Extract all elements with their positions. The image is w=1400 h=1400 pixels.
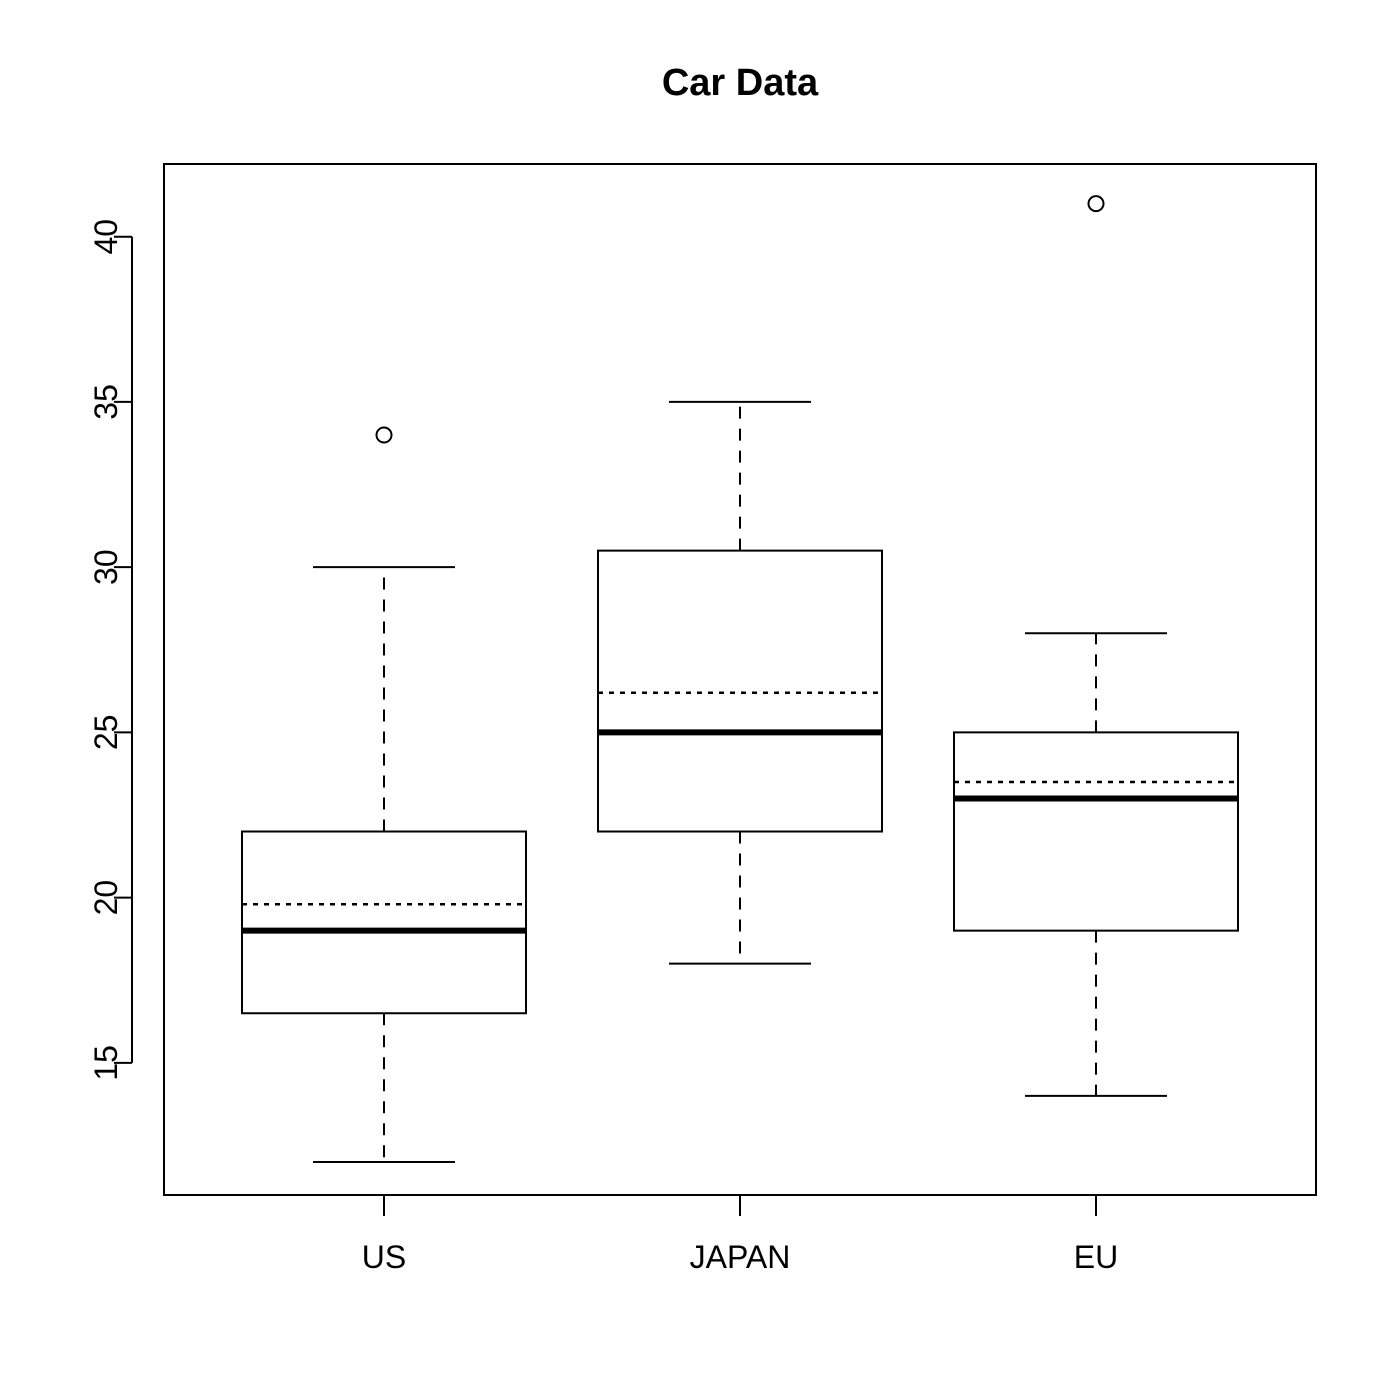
interquartile-box <box>953 731 1239 932</box>
outlier-point <box>1087 195 1105 213</box>
x-tick-label: JAPAN <box>690 1239 791 1275</box>
interquartile-box <box>597 549 883 833</box>
box-japan <box>597 400 883 965</box>
box-eu <box>953 195 1239 1097</box>
x-tick-label: EU <box>1074 1239 1118 1275</box>
y-tick-label: 15 <box>88 1045 124 1081</box>
y-tick-label: 40 <box>88 219 124 255</box>
x-axis: US JAPAN EU <box>362 1195 1118 1275</box>
x-tick-label: US <box>362 1239 406 1275</box>
y-tick-label: 35 <box>88 384 124 420</box>
outlier-point <box>375 426 393 444</box>
y-tick-label: 30 <box>88 549 124 585</box>
y-tick-label: 20 <box>88 880 124 916</box>
box-series <box>241 195 1239 1163</box>
interquartile-box <box>241 830 527 1015</box>
y-axis: 15 20 25 30 35 40 <box>88 219 133 1081</box>
box-us <box>241 426 527 1163</box>
chart-title: Car Data <box>662 62 819 104</box>
y-tick-label: 25 <box>88 715 124 751</box>
